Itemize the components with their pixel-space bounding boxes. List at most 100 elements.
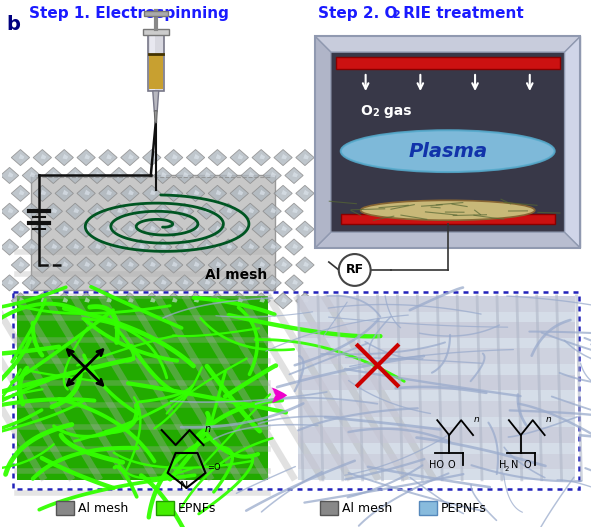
Polygon shape bbox=[205, 208, 211, 213]
Polygon shape bbox=[132, 167, 150, 184]
Polygon shape bbox=[132, 203, 150, 219]
Polygon shape bbox=[62, 190, 68, 195]
Polygon shape bbox=[150, 261, 156, 267]
Text: Step 1. Electrospinning: Step 1. Electrospinning bbox=[30, 6, 229, 21]
FancyBboxPatch shape bbox=[148, 33, 164, 91]
Polygon shape bbox=[186, 149, 205, 166]
Polygon shape bbox=[95, 279, 101, 285]
Polygon shape bbox=[77, 185, 95, 201]
Polygon shape bbox=[164, 257, 183, 273]
Polygon shape bbox=[216, 190, 221, 195]
Polygon shape bbox=[150, 297, 156, 303]
FancyBboxPatch shape bbox=[341, 214, 554, 224]
Polygon shape bbox=[238, 225, 243, 231]
Polygon shape bbox=[117, 172, 123, 177]
FancyBboxPatch shape bbox=[298, 375, 575, 391]
Polygon shape bbox=[164, 221, 183, 237]
Polygon shape bbox=[66, 275, 84, 291]
Polygon shape bbox=[296, 149, 314, 166]
Polygon shape bbox=[95, 243, 101, 249]
Polygon shape bbox=[142, 149, 161, 166]
Polygon shape bbox=[99, 185, 117, 201]
Polygon shape bbox=[252, 185, 270, 201]
Polygon shape bbox=[303, 261, 309, 267]
Polygon shape bbox=[84, 190, 90, 195]
Polygon shape bbox=[84, 297, 90, 303]
Polygon shape bbox=[139, 279, 145, 285]
Polygon shape bbox=[205, 243, 211, 249]
Polygon shape bbox=[77, 293, 95, 309]
Polygon shape bbox=[33, 149, 52, 166]
Polygon shape bbox=[110, 167, 128, 184]
Text: Al mesh: Al mesh bbox=[205, 268, 267, 282]
Polygon shape bbox=[117, 208, 123, 213]
Polygon shape bbox=[77, 257, 95, 273]
Polygon shape bbox=[128, 261, 134, 267]
Polygon shape bbox=[11, 257, 30, 273]
FancyBboxPatch shape bbox=[298, 454, 575, 469]
Polygon shape bbox=[161, 172, 167, 177]
Text: H: H bbox=[499, 460, 506, 470]
FancyBboxPatch shape bbox=[150, 34, 155, 90]
Polygon shape bbox=[1, 239, 19, 255]
Polygon shape bbox=[219, 203, 238, 219]
Polygon shape bbox=[154, 203, 172, 219]
Polygon shape bbox=[55, 221, 74, 237]
FancyBboxPatch shape bbox=[336, 57, 560, 69]
Polygon shape bbox=[176, 203, 194, 219]
Text: O: O bbox=[524, 460, 531, 470]
Polygon shape bbox=[128, 225, 134, 231]
Text: N: N bbox=[180, 481, 188, 491]
Polygon shape bbox=[259, 261, 265, 267]
Polygon shape bbox=[296, 185, 314, 201]
Polygon shape bbox=[183, 172, 189, 177]
Polygon shape bbox=[19, 261, 24, 267]
Polygon shape bbox=[40, 225, 46, 231]
Polygon shape bbox=[281, 190, 287, 195]
Polygon shape bbox=[248, 172, 254, 177]
Text: 2: 2 bbox=[505, 466, 509, 472]
Polygon shape bbox=[219, 275, 238, 291]
Text: Al mesh: Al mesh bbox=[342, 502, 392, 515]
Polygon shape bbox=[121, 149, 139, 166]
Polygon shape bbox=[8, 279, 14, 285]
Polygon shape bbox=[197, 275, 216, 291]
Text: n: n bbox=[546, 415, 551, 424]
Polygon shape bbox=[216, 261, 221, 267]
Polygon shape bbox=[88, 239, 106, 255]
Polygon shape bbox=[22, 167, 40, 184]
Polygon shape bbox=[315, 36, 331, 248]
Polygon shape bbox=[84, 225, 90, 231]
Polygon shape bbox=[248, 208, 254, 213]
Polygon shape bbox=[84, 154, 90, 159]
Text: O: O bbox=[447, 460, 455, 470]
Polygon shape bbox=[11, 149, 30, 166]
Polygon shape bbox=[142, 185, 161, 201]
Text: RIE treatment: RIE treatment bbox=[398, 6, 524, 21]
Polygon shape bbox=[315, 232, 581, 248]
Polygon shape bbox=[110, 203, 128, 219]
Ellipse shape bbox=[341, 130, 554, 172]
Polygon shape bbox=[55, 257, 74, 273]
Polygon shape bbox=[274, 185, 292, 201]
Polygon shape bbox=[230, 257, 248, 273]
Text: EPNFs: EPNFs bbox=[178, 502, 216, 515]
Polygon shape bbox=[270, 279, 276, 285]
Polygon shape bbox=[176, 275, 194, 291]
Polygon shape bbox=[208, 221, 227, 237]
FancyBboxPatch shape bbox=[17, 296, 268, 480]
Polygon shape bbox=[241, 275, 259, 291]
Polygon shape bbox=[95, 172, 101, 177]
Polygon shape bbox=[142, 257, 161, 273]
Polygon shape bbox=[194, 297, 199, 303]
Polygon shape bbox=[186, 257, 205, 273]
Polygon shape bbox=[241, 239, 259, 255]
Polygon shape bbox=[186, 293, 205, 309]
FancyBboxPatch shape bbox=[298, 427, 575, 443]
Polygon shape bbox=[208, 149, 227, 166]
Polygon shape bbox=[205, 279, 211, 285]
Polygon shape bbox=[22, 203, 40, 219]
Polygon shape bbox=[186, 221, 205, 237]
FancyBboxPatch shape bbox=[298, 296, 575, 480]
Polygon shape bbox=[285, 203, 303, 219]
